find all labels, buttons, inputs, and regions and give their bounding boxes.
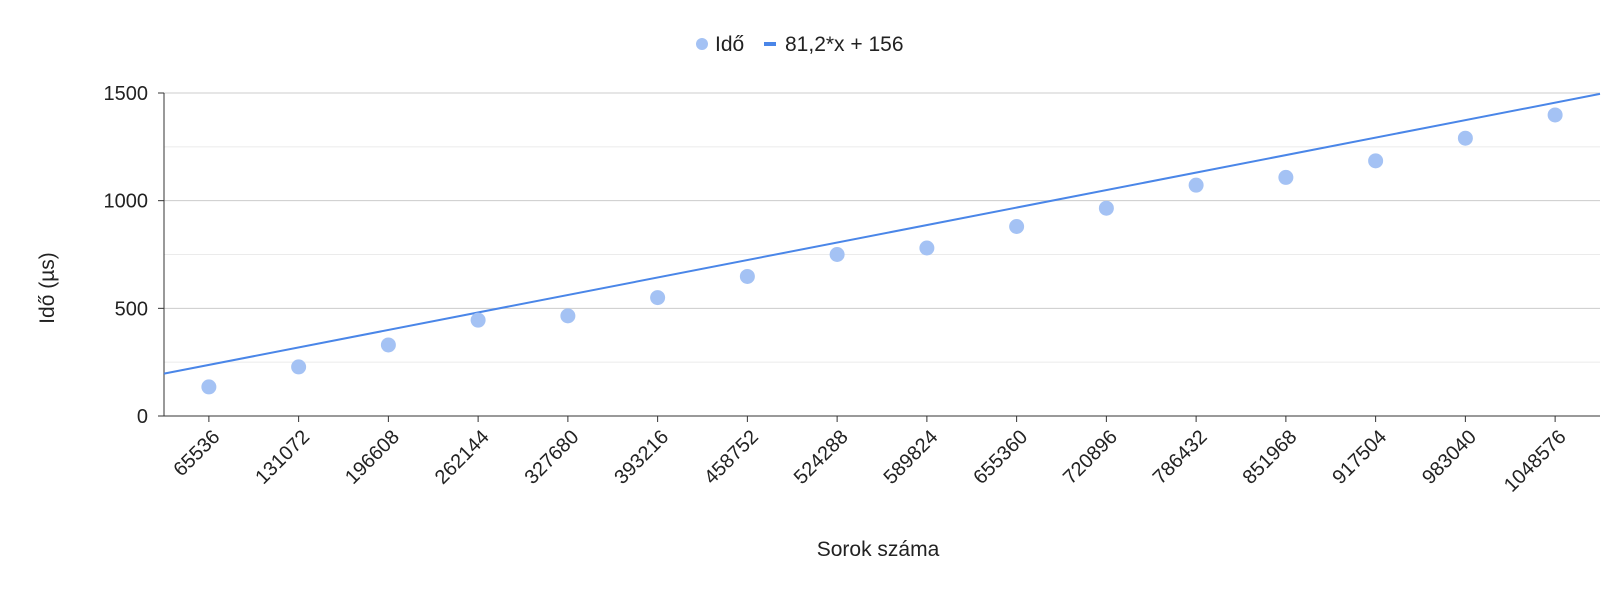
y-tick-label: 500 (115, 298, 148, 320)
axes (163, 93, 1600, 417)
x-tick-label: 720896 (1059, 426, 1122, 489)
data-points (201, 107, 1563, 395)
data-point (1457, 130, 1473, 146)
x-tick-label: 393216 (610, 426, 673, 489)
x-tick-label: 262144 (431, 426, 494, 489)
data-point (650, 290, 666, 306)
x-tick-label: 786432 (1149, 426, 1212, 489)
trendline (163, 92, 1601, 375)
legend-label-trendline: 81,2*x + 156 (785, 33, 904, 56)
y-tick-label: 0 (137, 406, 148, 428)
x-tick-label: 327680 (521, 426, 584, 489)
data-point (380, 337, 396, 353)
x-tick-label: 524288 (790, 426, 853, 489)
data-point (1188, 177, 1204, 193)
data-point (291, 359, 307, 375)
x-tick-label: 655360 (969, 426, 1032, 489)
x-tick-label: 917504 (1328, 426, 1391, 489)
y-tick-label: 1500 (104, 83, 149, 105)
data-point (919, 240, 935, 256)
data-point (1278, 169, 1294, 185)
legend-marker-trendline (764, 42, 776, 46)
x-tick-labels: 65536 131072 196608 262144 327680 393216 45875… (170, 416, 1571, 497)
data-point (560, 308, 576, 324)
x-tick-label: 851968 (1239, 426, 1302, 489)
data-point (739, 268, 755, 284)
x-axis-title: Sorok száma (817, 538, 940, 561)
x-tick-label: 196608 (341, 426, 404, 489)
y-tick-labels: 0 500 1000 1500 (104, 83, 164, 428)
x-tick-label: 589824 (880, 426, 943, 489)
data-point (201, 379, 217, 395)
x-tick-label: 65536 (170, 426, 225, 481)
x-tick-label: 131072 (251, 426, 314, 489)
legend-marker-ido (696, 38, 708, 50)
x-tick-label: 983040 (1418, 426, 1481, 489)
data-point (1368, 153, 1384, 169)
data-point (1547, 107, 1563, 123)
data-point (470, 312, 486, 328)
trendline-path (163, 92, 1601, 375)
data-point (1098, 200, 1114, 216)
legend-label-ido: Idő (715, 33, 744, 56)
x-tick-label: 1048576 (1500, 426, 1571, 497)
data-point (829, 247, 845, 262)
x-tick-label: 458752 (700, 426, 763, 489)
data-point (1009, 219, 1025, 235)
y-axis-title: Idő (µs) (36, 252, 59, 324)
gridlines (164, 92, 1600, 363)
y-tick-label: 1000 (104, 191, 149, 213)
legend: Idő 81,2*x + 156 (696, 33, 904, 56)
